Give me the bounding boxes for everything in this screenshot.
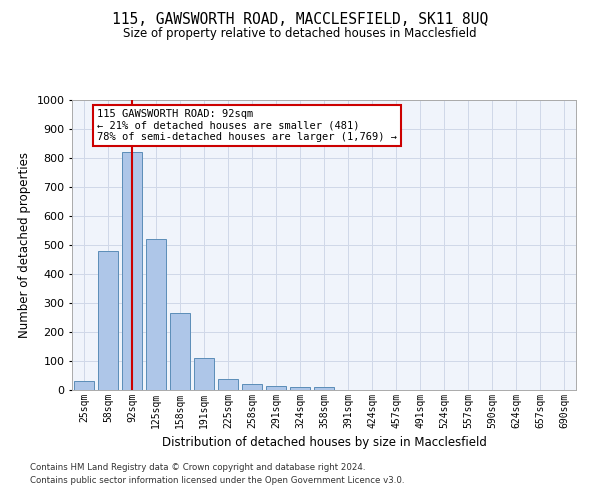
Text: 115, GAWSWORTH ROAD, MACCLESFIELD, SK11 8UQ: 115, GAWSWORTH ROAD, MACCLESFIELD, SK11 … [112,12,488,28]
Text: Distribution of detached houses by size in Macclesfield: Distribution of detached houses by size … [161,436,487,449]
Y-axis label: Number of detached properties: Number of detached properties [18,152,31,338]
Text: Contains public sector information licensed under the Open Government Licence v3: Contains public sector information licen… [30,476,404,485]
Bar [170,313,190,390]
Bar [266,386,286,390]
Bar [218,379,238,390]
Bar [194,358,214,390]
Bar [146,239,166,390]
Text: Size of property relative to detached houses in Macclesfield: Size of property relative to detached ho… [123,28,477,40]
Bar [122,152,142,390]
Text: 115 GAWSWORTH ROAD: 92sqm
← 21% of detached houses are smaller (481)
78% of semi: 115 GAWSWORTH ROAD: 92sqm ← 21% of detac… [97,108,397,142]
Bar [74,382,94,390]
Bar [98,251,118,390]
Bar [290,387,310,390]
Bar [314,387,334,390]
Bar [242,384,262,390]
Text: Contains HM Land Registry data © Crown copyright and database right 2024.: Contains HM Land Registry data © Crown c… [30,464,365,472]
